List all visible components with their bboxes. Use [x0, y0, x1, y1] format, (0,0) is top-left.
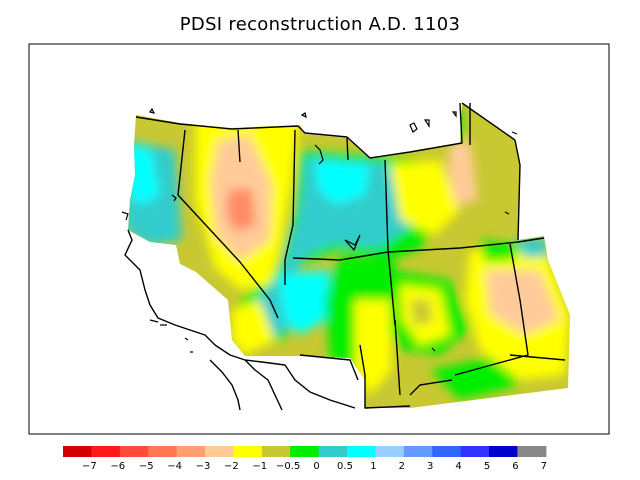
legend-swatch — [119, 446, 149, 457]
legend-swatch — [233, 446, 263, 457]
legend-swatch — [403, 446, 433, 457]
legend-label: 6 — [512, 461, 518, 472]
legend-swatch — [176, 446, 206, 457]
legend-label: 0 — [313, 461, 319, 472]
legend-label: 7 — [541, 461, 547, 472]
legend-swatch — [318, 446, 348, 457]
legend-label: −5 — [139, 461, 154, 472]
map-title: PDSI reconstruction A.D. 1103 — [179, 14, 461, 35]
legend-swatch — [261, 446, 291, 457]
legend-swatch — [290, 446, 320, 457]
legend-swatch — [432, 446, 462, 457]
legend-label: 1 — [370, 461, 376, 472]
legend-swatch — [460, 446, 490, 457]
legend-label: −0.5 — [276, 461, 300, 472]
legend-swatch — [91, 446, 121, 457]
legend-label: 2 — [399, 461, 405, 472]
legend-label: −4 — [167, 461, 182, 472]
legend-label: −3 — [196, 461, 211, 472]
legend-swatch — [517, 446, 547, 457]
legend-label: 0.5 — [337, 461, 353, 472]
legend-label: −2 — [224, 461, 239, 472]
lakes — [121, 107, 518, 353]
legend-swatch — [347, 446, 376, 457]
legend-label: 4 — [455, 461, 461, 472]
legend-swatch — [63, 446, 92, 457]
legend-swatch — [489, 446, 518, 457]
legend-label: −7 — [82, 461, 97, 472]
pdsi-field — [128, 103, 570, 408]
legend-swatch — [148, 446, 178, 457]
state-boundaries — [124, 102, 566, 411]
legend-swatch — [205, 446, 234, 457]
legend-swatch — [375, 446, 405, 457]
legend-label: −1 — [252, 461, 267, 472]
legend-label: −6 — [110, 461, 125, 472]
legend-label: 3 — [427, 461, 433, 472]
legend-label: 5 — [484, 461, 490, 472]
